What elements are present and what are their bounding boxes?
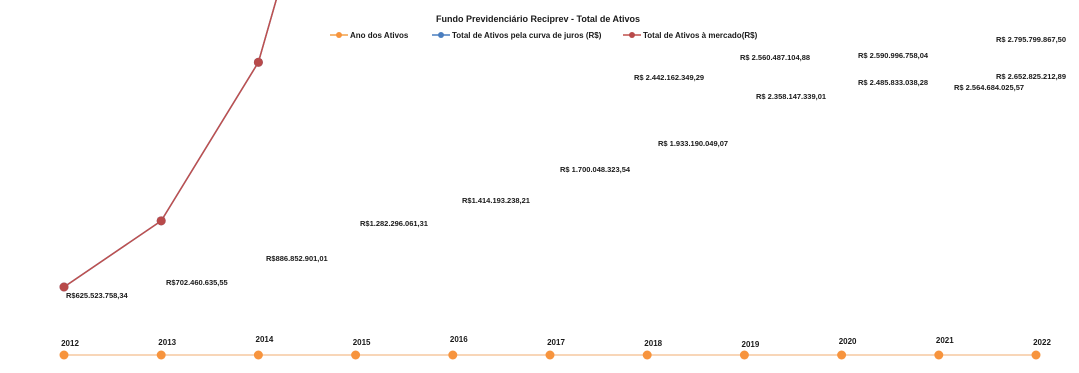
mercado-label-2016: R$1.414.193.238,21 — [462, 196, 530, 205]
category-label-2018: 2018 — [644, 339, 662, 348]
curva-label-2020: R$ 2.485.833.038,28 — [858, 78, 928, 87]
category-label-2019: 2019 — [742, 340, 760, 349]
legend-label-1: Total de Ativos pela curva de juros (R$) — [452, 31, 602, 40]
category-label-2012: 2012 — [61, 339, 79, 348]
mercado-label-2013: R$702.460.635,55 — [166, 278, 228, 287]
ano-point-2015 — [351, 350, 361, 360]
category-label-2013: 2013 — [158, 338, 176, 347]
ano-point-2013 — [156, 350, 166, 360]
legend-label-0: Ano dos Ativos — [350, 31, 409, 40]
ano-point-2017 — [545, 350, 555, 360]
ano-point-2020 — [837, 350, 847, 360]
legend-label-2: Total de Ativos à mercado(R$) — [643, 31, 758, 40]
chart-title: Fundo Previdenciário Reciprev - Total de… — [436, 14, 640, 24]
legend-marker-1 — [438, 32, 444, 38]
category-label-2021: 2021 — [936, 336, 954, 345]
legend-marker-0 — [336, 32, 342, 38]
curva-label-2019: R$ 2.358.147.339,01 — [756, 92, 826, 101]
mercado-label-2017: R$ 1.700.048.323,54 — [560, 165, 631, 174]
mercado-label-2021: R$ 2.564.684.025,57 — [954, 83, 1024, 92]
category-label-2022: 2022 — [1033, 338, 1051, 347]
category-label-2014: 2014 — [256, 335, 274, 344]
mercado-label-2015: R$1.282.296.061,31 — [360, 219, 428, 228]
mercado-label-2019: R$ 2.560.487.104,88 — [740, 53, 810, 62]
mercado-label-2012: R$625.523.758,34 — [66, 291, 129, 300]
ano-point-2022 — [1031, 350, 1041, 360]
series-2-point-2012 — [59, 282, 69, 292]
ano-point-2012 — [59, 350, 69, 360]
extra-label-0: R$ 2.442.162.349,29 — [634, 73, 704, 82]
series-2-point-2014 — [253, 57, 263, 67]
ano-point-2018 — [642, 350, 652, 360]
ano-point-2021 — [934, 350, 944, 360]
mercado-label-2018: R$ 1.933.190.049,07 — [658, 139, 728, 148]
mercado-label-2014: R$886.852.901,01 — [266, 254, 328, 263]
curva-label-2022: R$ 2.795.799.867,50 — [996, 35, 1066, 44]
ano-point-2014 — [253, 350, 263, 360]
ano-point-2019 — [739, 350, 749, 360]
series-2-point-2013 — [156, 216, 166, 226]
category-label-2020: 2020 — [839, 337, 857, 346]
category-label-2016: 2016 — [450, 335, 468, 344]
category-label-2017: 2017 — [547, 338, 565, 347]
series-line-1 — [63, 0, 277, 288]
series-line-2 — [63, 0, 277, 288]
category-label-2015: 2015 — [353, 338, 371, 347]
mercado-label-2022: R$ 2.652.825.212,89 — [996, 72, 1066, 81]
curva-label-2021: R$ 2.590.996.758,04 — [858, 51, 929, 60]
ano-point-2016 — [448, 350, 458, 360]
legend-marker-2 — [629, 32, 635, 38]
